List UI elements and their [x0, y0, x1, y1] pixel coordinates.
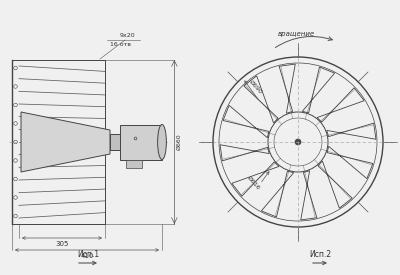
Bar: [120, 125, 162, 160]
Bar: [126, 160, 142, 167]
Text: 305: 305: [55, 241, 69, 247]
Bar: [110, 134, 120, 150]
Text: Исп.1: Исп.1: [77, 250, 99, 259]
Text: 9x20: 9x20: [120, 33, 136, 38]
Text: Ø660: Ø660: [176, 134, 181, 150]
Text: Исп.2: Исп.2: [309, 250, 331, 259]
Ellipse shape: [158, 125, 166, 160]
Circle shape: [295, 139, 301, 145]
Text: Ø616: Ø616: [246, 175, 261, 191]
Text: 410: 410: [80, 253, 94, 259]
Text: 16 отв: 16 отв: [110, 42, 131, 47]
Polygon shape: [21, 112, 110, 172]
Text: Ø690: Ø690: [248, 79, 263, 95]
Text: вращение: вращение: [278, 31, 314, 37]
